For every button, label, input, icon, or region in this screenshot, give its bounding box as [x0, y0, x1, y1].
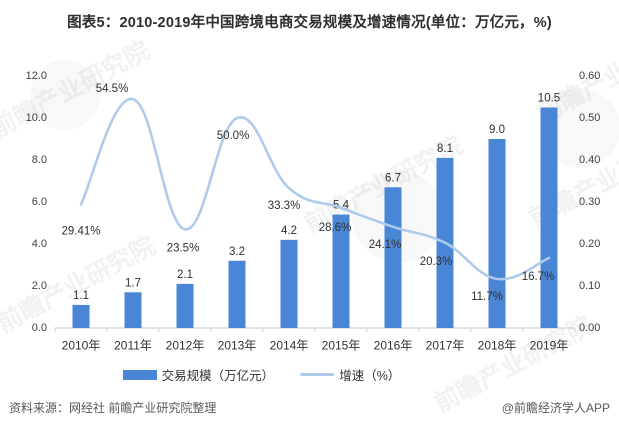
legend-item-growth-rate: 增速（%）: [300, 365, 400, 384]
brand-credit: @前瞻经济学人APP: [501, 401, 610, 415]
bar: [228, 260, 246, 328]
line-value-label: 23.5%: [167, 242, 200, 254]
growth-line: [79, 97, 551, 281]
bar: [72, 304, 90, 328]
chart-footer: 资料来源：网经社 前瞻产业研究院整理 @前瞻经济学人APP: [9, 399, 610, 416]
line-value-label: 29.41%: [61, 226, 100, 238]
y-axis-left-tick-label: 6.0: [32, 196, 47, 208]
line-value-label: 20.3%: [420, 256, 453, 268]
line-value-label: 50.0%: [217, 130, 250, 142]
bar: [488, 139, 506, 328]
bar-value-label: 1.1: [73, 290, 89, 302]
bar-value-label: 9.0: [489, 124, 505, 136]
bar: [384, 187, 402, 328]
x-axis-label: 2014年: [270, 339, 309, 353]
legend-item-transaction-scale: 交易规模（万亿元）: [122, 365, 275, 384]
bar: [540, 107, 558, 328]
y-axis-left-tick-label: 2.0: [32, 280, 47, 292]
y-axis-right-tick-label: 0.50: [579, 112, 600, 124]
x-axis-label: 2019年: [530, 339, 569, 353]
y-axis-left-tick-label: 4.0: [32, 238, 47, 250]
x-axis-label: 2010年: [62, 339, 101, 353]
x-axis-label: 2012年: [166, 339, 205, 353]
line-value-label: 11.7%: [471, 291, 503, 303]
y-axis-right-tick-label: 0.60: [579, 70, 600, 82]
bar-value-label: 8.1: [437, 143, 453, 155]
chart-legend: 交易规模（万亿元） 增速（%）: [0, 365, 571, 384]
source-note: 资料来源：网经社 前瞻产业研究院整理: [9, 401, 217, 415]
bar-value-label: 2.1: [177, 269, 193, 281]
y-axis-right-tick-label: 0.10: [579, 280, 600, 292]
y-axis-right-tick-label: 0.20: [579, 238, 600, 250]
bar-value-label: 10.5: [538, 93, 560, 105]
legend-label-transaction-scale: 交易规模（万亿元）: [161, 369, 275, 383]
line-value-label: 54.5%: [96, 83, 129, 95]
bar-value-label: 4.2: [281, 225, 297, 237]
y-axis-left-tick-label: 0.0: [32, 322, 47, 334]
bar-value-label: 6.7: [385, 172, 401, 184]
x-axis-label: 2017年: [426, 339, 465, 353]
y-axis-left-tick-label: 10.0: [26, 112, 47, 124]
x-axis-label: 2015年: [322, 339, 361, 353]
legend-bar-swatch-icon: [122, 369, 157, 380]
bar: [280, 239, 298, 328]
bar-value-label: 1.7: [125, 277, 141, 289]
y-axis-right-tick-label: 0.30: [579, 196, 600, 208]
chart-canvas: 0.0 2.0 4.0 6.0 8.0 10.0 12.0 0.00 0.10 0.20 0.30 0…: [26, 70, 601, 353]
y-axis-left-tick-label: 12.0: [26, 70, 47, 82]
bar: [332, 214, 350, 328]
line-value-label: 28.6%: [319, 222, 352, 234]
bar: [124, 292, 142, 328]
bar-value-label: 3.2: [229, 246, 245, 258]
page-title: 图表5：2010-2019年中国跨境电商交易规模及增速情况(单位：万亿元，%): [67, 15, 552, 31]
legend-label-growth-rate: 增速（%）: [339, 369, 401, 383]
x-axis-label: 2018年: [478, 339, 517, 353]
y-axis-right-tick-label: 0.40: [579, 154, 600, 166]
line-value-label: 33.3%: [268, 200, 301, 212]
bar: [176, 283, 194, 328]
line-value-label: 16.7%: [522, 271, 555, 283]
x-axis-label: 2011年: [114, 339, 152, 353]
x-axis-label: 2013年: [218, 339, 257, 353]
line-value-label: 24.1%: [369, 239, 402, 251]
y-axis-left-tick-label: 8.0: [32, 154, 47, 166]
legend-line-swatch-icon: [300, 373, 335, 376]
x-axis-label: 2016年: [374, 339, 413, 353]
y-axis-right-tick-label: 0.00: [579, 322, 600, 334]
